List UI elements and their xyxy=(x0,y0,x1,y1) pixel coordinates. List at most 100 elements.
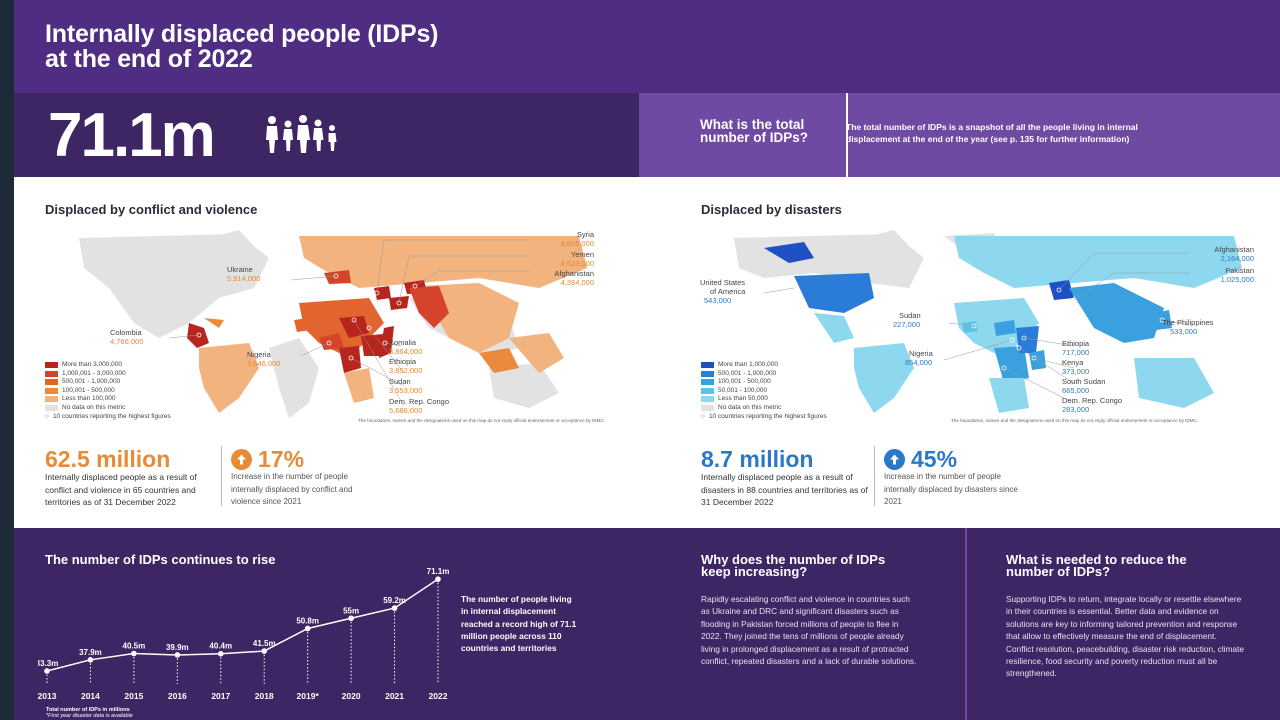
disaster-label-philippines: The Philippines 533,000 xyxy=(1162,318,1213,336)
disaster-label-south-sudan: South Sudan 665,000 xyxy=(1062,377,1105,395)
legend-row: 100,001 - 500,000 xyxy=(701,378,827,387)
trend-foot-2: *First year disaster data is available xyxy=(46,713,133,719)
arrow-up-icon xyxy=(231,448,252,470)
total-question: What is the total number of IDPs? xyxy=(700,118,808,145)
d-ethiopia-value: 717,000 xyxy=(1062,348,1090,357)
d-kenya-value: 373,000 xyxy=(1062,367,1090,376)
d-pakistan-value: 1,025,000 xyxy=(1220,275,1254,284)
disasters-pct-desc: Increase in the number of people interna… xyxy=(884,472,1018,506)
header-bar xyxy=(14,0,1280,93)
title-line-2: at the end of 2022 xyxy=(45,45,253,73)
trend-foot-1: Total number of IDPs in millions xyxy=(46,707,130,713)
bottom-divider xyxy=(965,528,967,720)
trend-title: The number of IDPs continues to rise xyxy=(45,552,276,567)
legend-swatch xyxy=(45,379,58,386)
disasters-map xyxy=(734,230,1242,413)
somalia-value: 3,864,000 xyxy=(389,347,423,356)
needed-title: What is needed to reduce the number of I… xyxy=(1006,552,1187,578)
disasters-stat-desc: Internally displaced people as a result … xyxy=(701,472,868,507)
legend-swatch xyxy=(701,387,714,394)
legend-row: No data on this metric xyxy=(701,404,827,413)
legend-note-text: 10 countries reporting the highest figur… xyxy=(708,413,827,420)
why-title-1: Why does the number of IDPs xyxy=(701,552,886,567)
disasters-stat-value: 8.7 million xyxy=(701,446,814,472)
value-label: 40.5m xyxy=(123,642,146,651)
legend-swatch xyxy=(45,387,58,394)
somalia-name: Somalia xyxy=(389,338,417,347)
nigeria-name: Nigeria xyxy=(247,350,271,359)
conflict-title: Displaced by conflict and violence xyxy=(45,202,258,217)
circle-icon: ○ xyxy=(45,413,49,420)
data-point-2017 xyxy=(217,650,224,657)
d-drc-value: 283,000 xyxy=(1062,405,1090,414)
bottom-right-panel xyxy=(966,528,1280,720)
disaster-label-afghanistan: Afghanistan 2,164,000 xyxy=(1169,245,1254,263)
ukraine-value: 5,914,000 xyxy=(227,274,261,283)
conflict-label-nigeria: Nigeria 3,646,000 xyxy=(247,350,280,368)
value-label: 59.2m xyxy=(383,596,406,605)
x-tick-label: 2016 xyxy=(168,691,187,701)
d-pakistan-name: Pakistan xyxy=(1225,266,1254,275)
disaster-label-drc: Dem. Rep. Congo 283,000 xyxy=(1062,396,1122,414)
conflict-map xyxy=(79,230,587,418)
d-drc-name: Dem. Rep. Congo xyxy=(1062,396,1123,405)
legend-label: Less than 50,000 xyxy=(718,395,768,402)
conflict-pct-value: 17% xyxy=(258,446,305,472)
colombia-value: 4,766,000 xyxy=(110,337,144,346)
infographic-page: Internally displaced people (IDPs) at th… xyxy=(14,0,1280,720)
colombia-name: Colombia xyxy=(110,328,142,337)
x-tick-label: 2019* xyxy=(297,691,320,701)
drc-name: Dem. Rep. Congo xyxy=(389,397,450,406)
legend-row: 50,001 - 100,000 xyxy=(701,387,827,396)
x-tick-label: 2013 xyxy=(38,691,57,701)
needed-title-1: What is needed to reduce the xyxy=(1006,552,1187,567)
conflict-label-ethiopia: Ethiopia 3,852,000 xyxy=(389,357,422,375)
trend-line-chart: 33.3m 2013 37.9m 2014 40.5m 2015 39.9m 2016 40.4… xyxy=(38,567,450,701)
legend-swatch xyxy=(701,404,714,411)
drc-value: 5,686,000 xyxy=(389,406,423,415)
conflict-label-yemen: Yemen 4,523,000 xyxy=(509,250,594,268)
data-point-2019 xyxy=(304,625,311,632)
page-title: Internally displaced people (IDPs) at th… xyxy=(45,20,439,73)
legend-swatch xyxy=(701,379,714,386)
legend-label: More than 1,000,000 xyxy=(718,361,778,368)
title-line-1: Internally displaced people (IDPs) xyxy=(45,20,439,48)
d-afghanistan-name: Afghanistan xyxy=(1214,245,1254,254)
legend-swatch xyxy=(45,396,58,403)
d-usa-name-2: of America xyxy=(710,287,746,296)
data-point-2021 xyxy=(391,605,398,611)
circle-icon: ○ xyxy=(701,413,705,420)
legend-row: 500,001 - 1,000,000 xyxy=(701,370,827,379)
legend-row: Less than 100,000 xyxy=(45,395,171,404)
syria-name: Syria xyxy=(576,230,594,239)
legend-swatch xyxy=(45,404,58,411)
d-philippines-value: 533,000 xyxy=(1170,327,1198,336)
trend-series-line xyxy=(46,578,439,672)
legend-swatch xyxy=(701,396,714,403)
value-label: 40.4m xyxy=(209,642,232,651)
legend-note-text: 10 countries reporting the highest figur… xyxy=(52,413,171,420)
legend-label: More than 3,000,000 xyxy=(62,361,122,368)
conflict-label-colombia: Colombia 4,766,000 xyxy=(110,328,143,346)
x-tick-label: 2020 xyxy=(342,691,361,701)
value-label: 39.9m xyxy=(166,643,189,652)
legend-label: 100,001 - 500,000 xyxy=(62,386,115,394)
d-south-sudan-value: 665,000 xyxy=(1062,386,1090,395)
legend-row: More than 1,000,000 xyxy=(701,361,827,370)
data-point-2020 xyxy=(348,615,354,622)
arrow-up-icon xyxy=(884,448,905,470)
value-label: 55m xyxy=(343,606,359,615)
conflict-stat-desc: Internally displaced people as a result … xyxy=(45,472,197,507)
disasters-disclaimer: The boundaries, names and the designatio… xyxy=(951,418,1199,423)
total-definition-band xyxy=(639,93,1280,177)
legend-note: ○ 10 countries reporting the highest figu… xyxy=(45,413,171,422)
d-nigeria-value: 854,000 xyxy=(905,358,933,367)
value-label: 71.1m xyxy=(427,567,450,576)
d-kenya-name: Kenya xyxy=(1062,358,1084,367)
sudan-name: Sudan xyxy=(389,377,411,386)
stat-divider xyxy=(221,446,222,506)
trend-footnote: Total number of IDPs in millions *First … xyxy=(46,707,133,719)
total-band xyxy=(14,93,639,177)
nigeria-value: 3,646,000 xyxy=(247,359,281,368)
legend-label: 500,001 - 1,000,000 xyxy=(62,378,121,385)
